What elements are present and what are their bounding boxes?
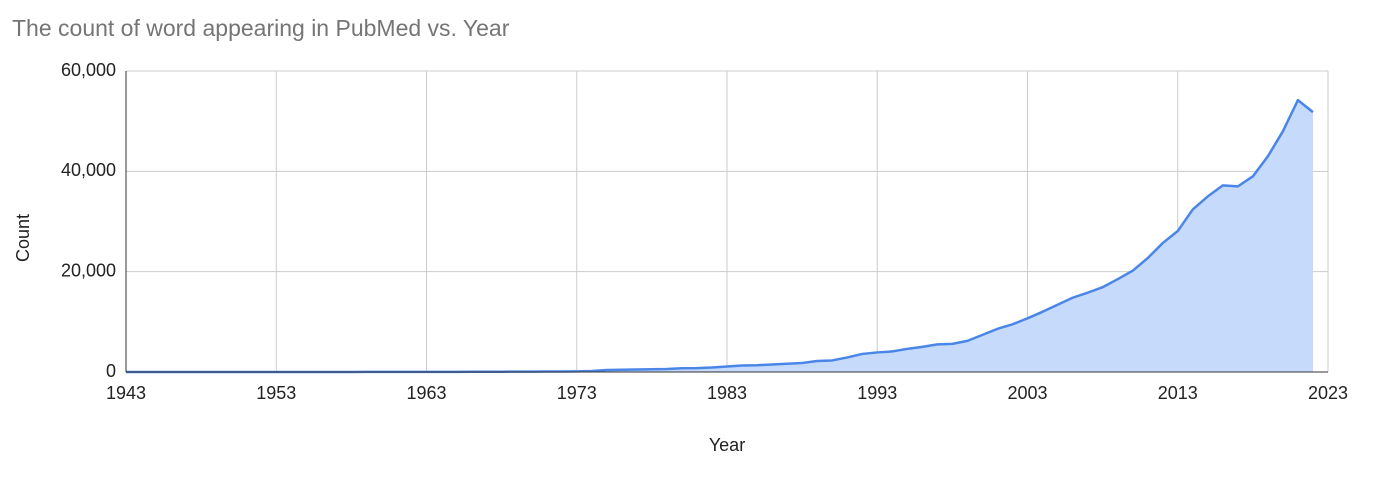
x-tick-label: 1953 [256,383,296,403]
y-tick-label: 20,000 [61,260,116,280]
y-tick-label: 40,000 [61,160,116,180]
x-tick-label: 2003 [1007,383,1047,403]
x-tick-label: 1973 [557,383,597,403]
y-tick-label: 60,000 [61,60,116,80]
x-tick-label: 1993 [857,383,897,403]
y-axis-label: Count [13,214,33,262]
chart-title: The count of word appearing in PubMed vs… [12,15,510,41]
x-tick-label: 1983 [707,383,747,403]
x-tick-label: 2013 [1158,383,1198,403]
y-tick-label: 0 [106,361,116,381]
x-axis-label: Year [709,435,745,455]
area [126,100,1313,372]
x-tick-label: 1943 [106,383,146,403]
x-tick-label: 2023 [1308,383,1348,403]
x-tick-label: 1963 [406,383,446,403]
